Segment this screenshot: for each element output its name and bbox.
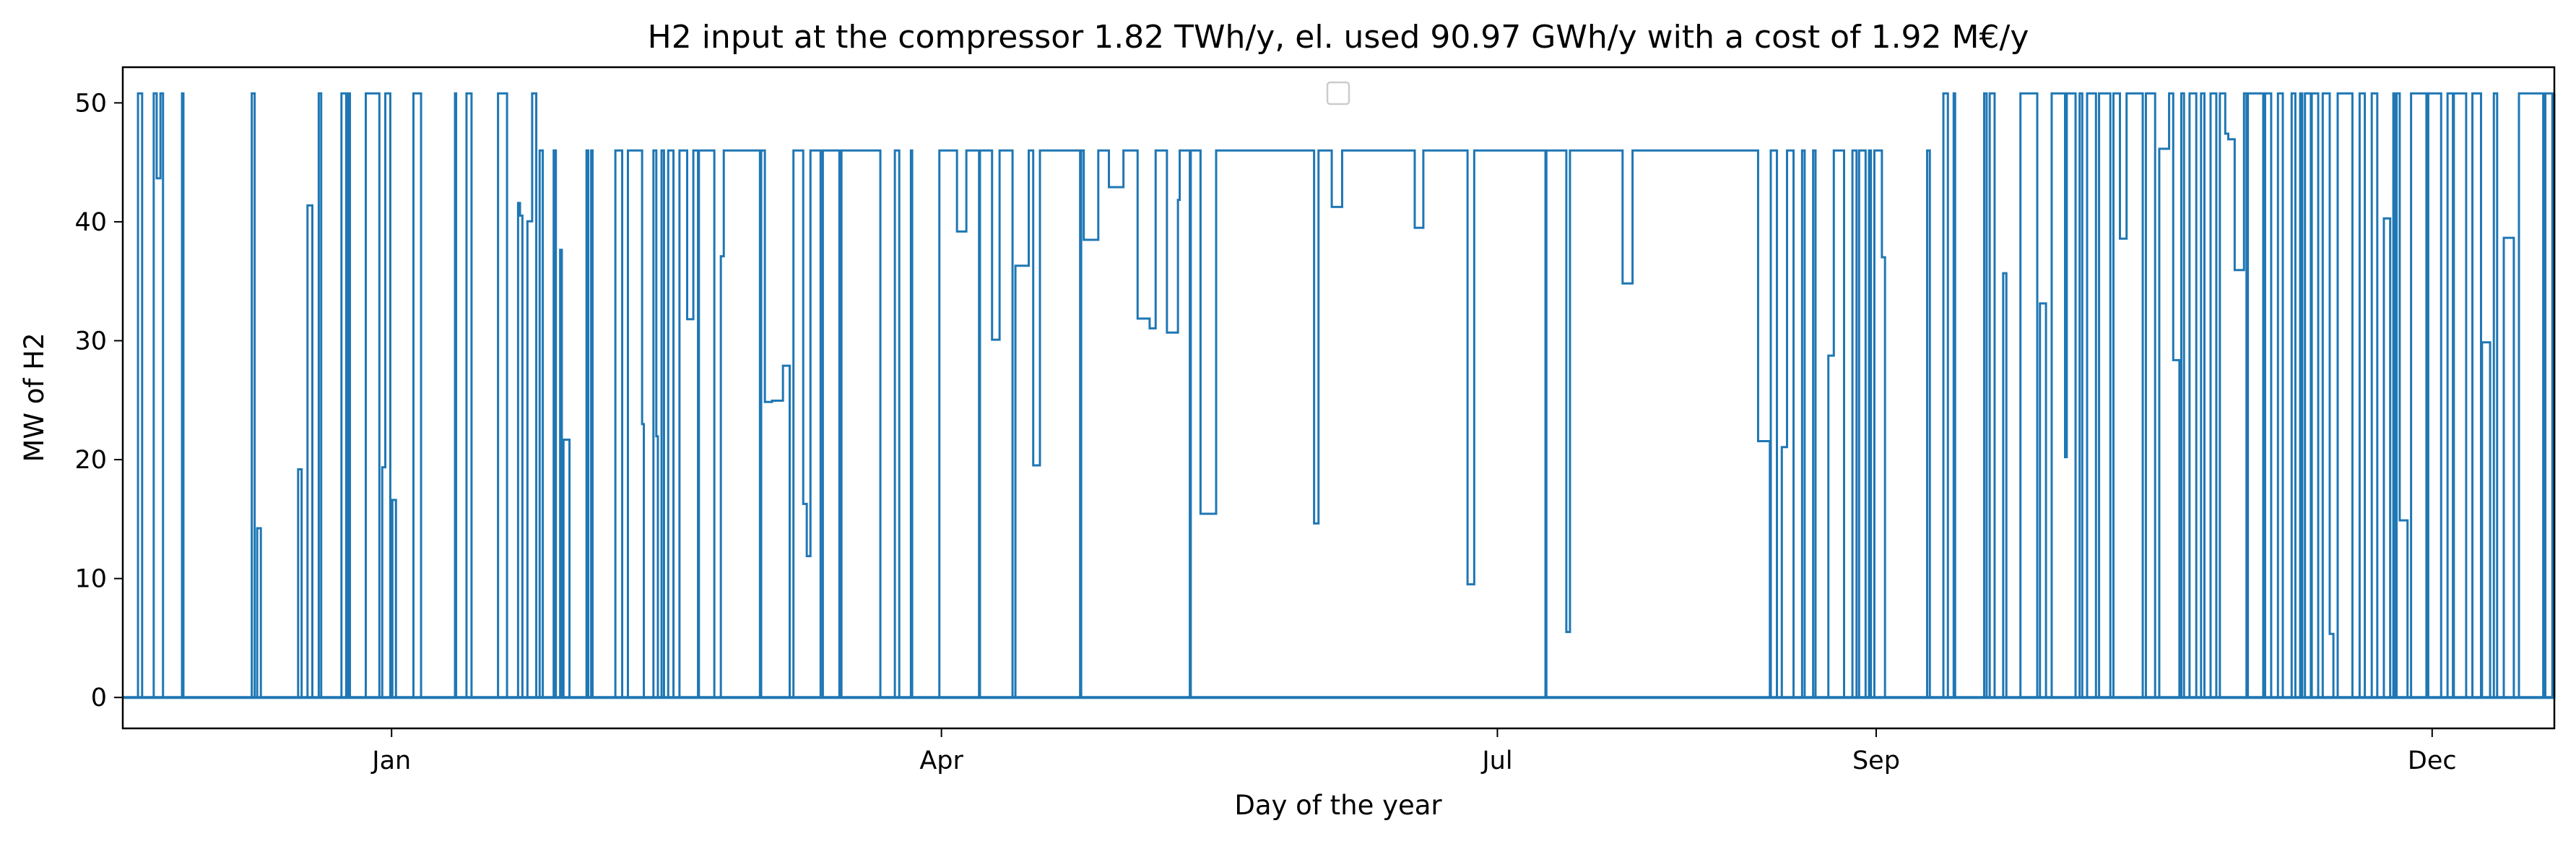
y-axis: 0 10 20 30 40 50 xyxy=(74,89,123,712)
legend xyxy=(1326,81,1350,106)
y-tick-label: 50 xyxy=(74,89,107,118)
x-tick-label: Jan xyxy=(370,746,411,775)
x-axis: Jan Apr Jul Sep Dec xyxy=(370,728,2457,775)
x-tick-label: Apr xyxy=(919,746,963,775)
x-axis-label: Day of the year xyxy=(1234,790,1442,821)
chart-title: H2 input at the compressor 1.82 TWh/y, e… xyxy=(648,19,2029,56)
y-tick-label: 30 xyxy=(74,327,107,356)
x-tick-label: Sep xyxy=(1852,746,1900,775)
x-tick-label: Dec xyxy=(2408,746,2457,775)
y-axis-label: MW of H2 xyxy=(19,332,50,462)
y-tick-label: 10 xyxy=(74,565,107,594)
plot-frame xyxy=(121,66,2556,730)
series-line-h2-input xyxy=(123,92,2556,699)
y-tick-label: 0 xyxy=(91,684,107,712)
legend-box xyxy=(1326,81,1350,106)
y-tick-label: 40 xyxy=(74,208,107,237)
series-layer xyxy=(123,92,2556,699)
y-tick-label: 20 xyxy=(74,446,107,475)
x-tick-label: Jul xyxy=(1480,746,1512,775)
